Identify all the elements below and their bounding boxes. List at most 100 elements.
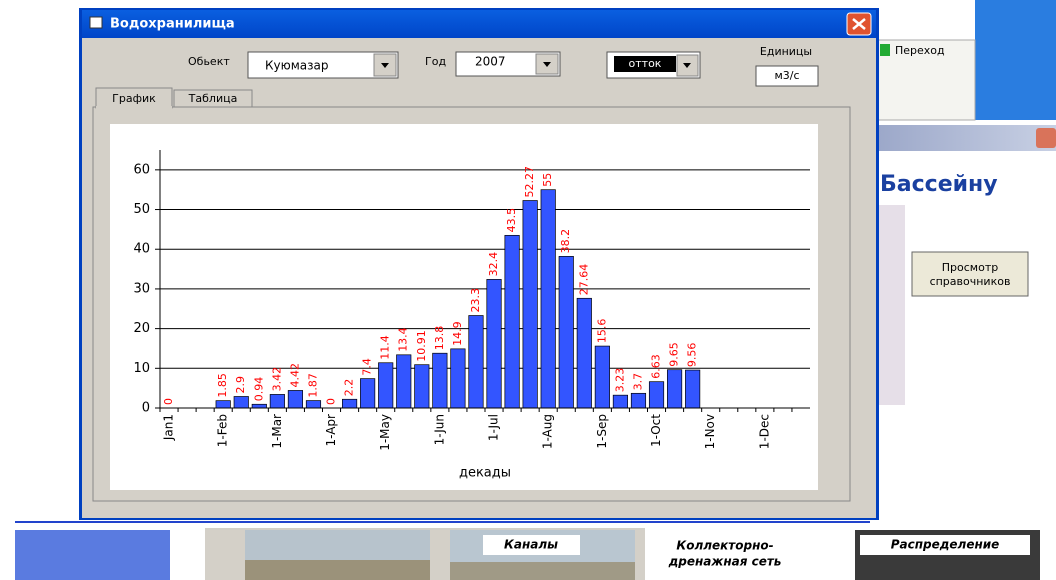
bar — [378, 363, 392, 408]
x-tick-label: 1-Jul — [487, 414, 501, 441]
bar — [487, 279, 501, 408]
bar — [559, 256, 573, 408]
bar — [595, 346, 609, 408]
bar — [667, 370, 681, 408]
value-label: 9.56 — [686, 343, 699, 368]
distribution-tile[interactable]: Распределение — [891, 538, 1000, 552]
value-label: 14.9 — [451, 321, 464, 346]
x-tick-label: Jan1 — [162, 414, 176, 441]
bar — [541, 190, 555, 408]
units-value: м3/с — [774, 69, 799, 82]
bar — [469, 316, 483, 408]
value-label: 38.2 — [559, 229, 572, 254]
bar — [270, 394, 284, 408]
x-tick-label: 1-Mar — [270, 414, 284, 449]
y-tick-label: 10 — [133, 361, 150, 376]
bar — [306, 401, 320, 408]
y-tick-label: 50 — [133, 202, 150, 217]
value-label: 1.87 — [306, 373, 319, 398]
x-tick-label: 1-Feb — [216, 414, 230, 447]
value-label: 3.42 — [270, 367, 283, 392]
bar — [342, 399, 356, 408]
bar — [577, 298, 591, 408]
bg-close[interactable] — [1036, 128, 1056, 148]
window-icon — [90, 17, 102, 28]
screen: Переход Бассейну Просмотр справочников К… — [0, 0, 1056, 580]
bar — [649, 382, 663, 408]
window-title: Водохранилища — [110, 17, 235, 32]
x-tick-label: 1-Jun — [432, 414, 446, 445]
bar — [523, 201, 537, 408]
mode-value: отток — [629, 57, 662, 70]
bg-titlebar — [870, 125, 1056, 151]
reference-button[interactable] — [912, 252, 1028, 296]
reference-button-text: Просмотр — [942, 261, 998, 274]
units-label: Единицы — [760, 45, 812, 58]
value-label: 23.3 — [469, 288, 482, 313]
bg-panel — [975, 0, 1056, 120]
y-tick-label: 60 — [133, 162, 150, 177]
x-tick-label: 1-May — [378, 414, 392, 451]
value-label: 52.27 — [523, 166, 536, 198]
value-label: 13.8 — [433, 326, 446, 351]
value-label: 4.42 — [288, 363, 301, 388]
value-label: 3.7 — [631, 373, 644, 391]
value-label: 3.23 — [613, 368, 626, 393]
value-label: 1.85 — [216, 373, 229, 398]
drainage-tile: дренажная сеть — [668, 555, 782, 569]
photo-ground — [450, 562, 635, 580]
value-label: 27.64 — [577, 264, 590, 296]
year-label: Год — [425, 55, 446, 68]
bar — [631, 393, 645, 408]
value-label: 15.6 — [595, 319, 608, 344]
bar — [505, 235, 519, 408]
value-label: 55 — [541, 173, 554, 187]
bar — [397, 355, 411, 408]
tab-chart[interactable]: График — [112, 92, 156, 105]
x-tick-label: 1-Aug — [541, 414, 555, 449]
x-tick-label: 1-Nov — [703, 414, 717, 449]
basin-heading: Бассейну — [880, 172, 998, 197]
x-tick-label: 1-Oct — [649, 414, 663, 447]
reference-button-text: справочников — [930, 275, 1011, 288]
value-label: 2.2 — [343, 379, 356, 397]
bar — [360, 379, 374, 408]
y-tick-label: 20 — [133, 321, 150, 336]
object-label: Обьект — [188, 55, 230, 68]
y-tick-label: 40 — [133, 242, 150, 257]
value-label: 32.4 — [487, 252, 500, 277]
value-label: 9.65 — [668, 342, 681, 367]
bar — [415, 365, 429, 408]
value-label: 10.91 — [415, 330, 428, 362]
y-tick-label: 0 — [142, 401, 150, 416]
bar — [288, 390, 302, 408]
drainage-tile[interactable]: Коллекторно- — [676, 539, 773, 553]
bar — [234, 396, 248, 408]
y-tick-label: 30 — [133, 281, 150, 296]
x-tick-label: 1-Apr — [324, 414, 338, 447]
bar — [252, 404, 266, 408]
value-label: 43.5 — [505, 208, 518, 233]
tab-table[interactable]: Таблица — [188, 92, 238, 105]
x-axis-label: декады — [459, 466, 511, 481]
year-value: 2007 — [475, 55, 506, 69]
bar — [685, 370, 699, 408]
value-label: 13.4 — [397, 327, 410, 352]
value-label: 0 — [325, 398, 338, 405]
value-label: 11.4 — [379, 335, 392, 360]
value-label: 2.9 — [234, 376, 247, 394]
value-label: 0.94 — [252, 377, 265, 402]
value-label: 6.63 — [650, 354, 663, 379]
photo-ground — [245, 560, 430, 580]
value-label: 7.4 — [361, 358, 374, 376]
bar — [613, 395, 627, 408]
tab-join — [96, 106, 172, 109]
goto-icon — [880, 44, 890, 56]
object-value: Куюмазар — [265, 59, 328, 73]
bar — [451, 349, 465, 408]
value-label: 0 — [162, 398, 175, 405]
bar — [433, 353, 447, 408]
bar — [216, 401, 230, 408]
canals-tile[interactable]: Каналы — [504, 538, 558, 552]
goto-button[interactable]: Переход — [895, 44, 945, 57]
